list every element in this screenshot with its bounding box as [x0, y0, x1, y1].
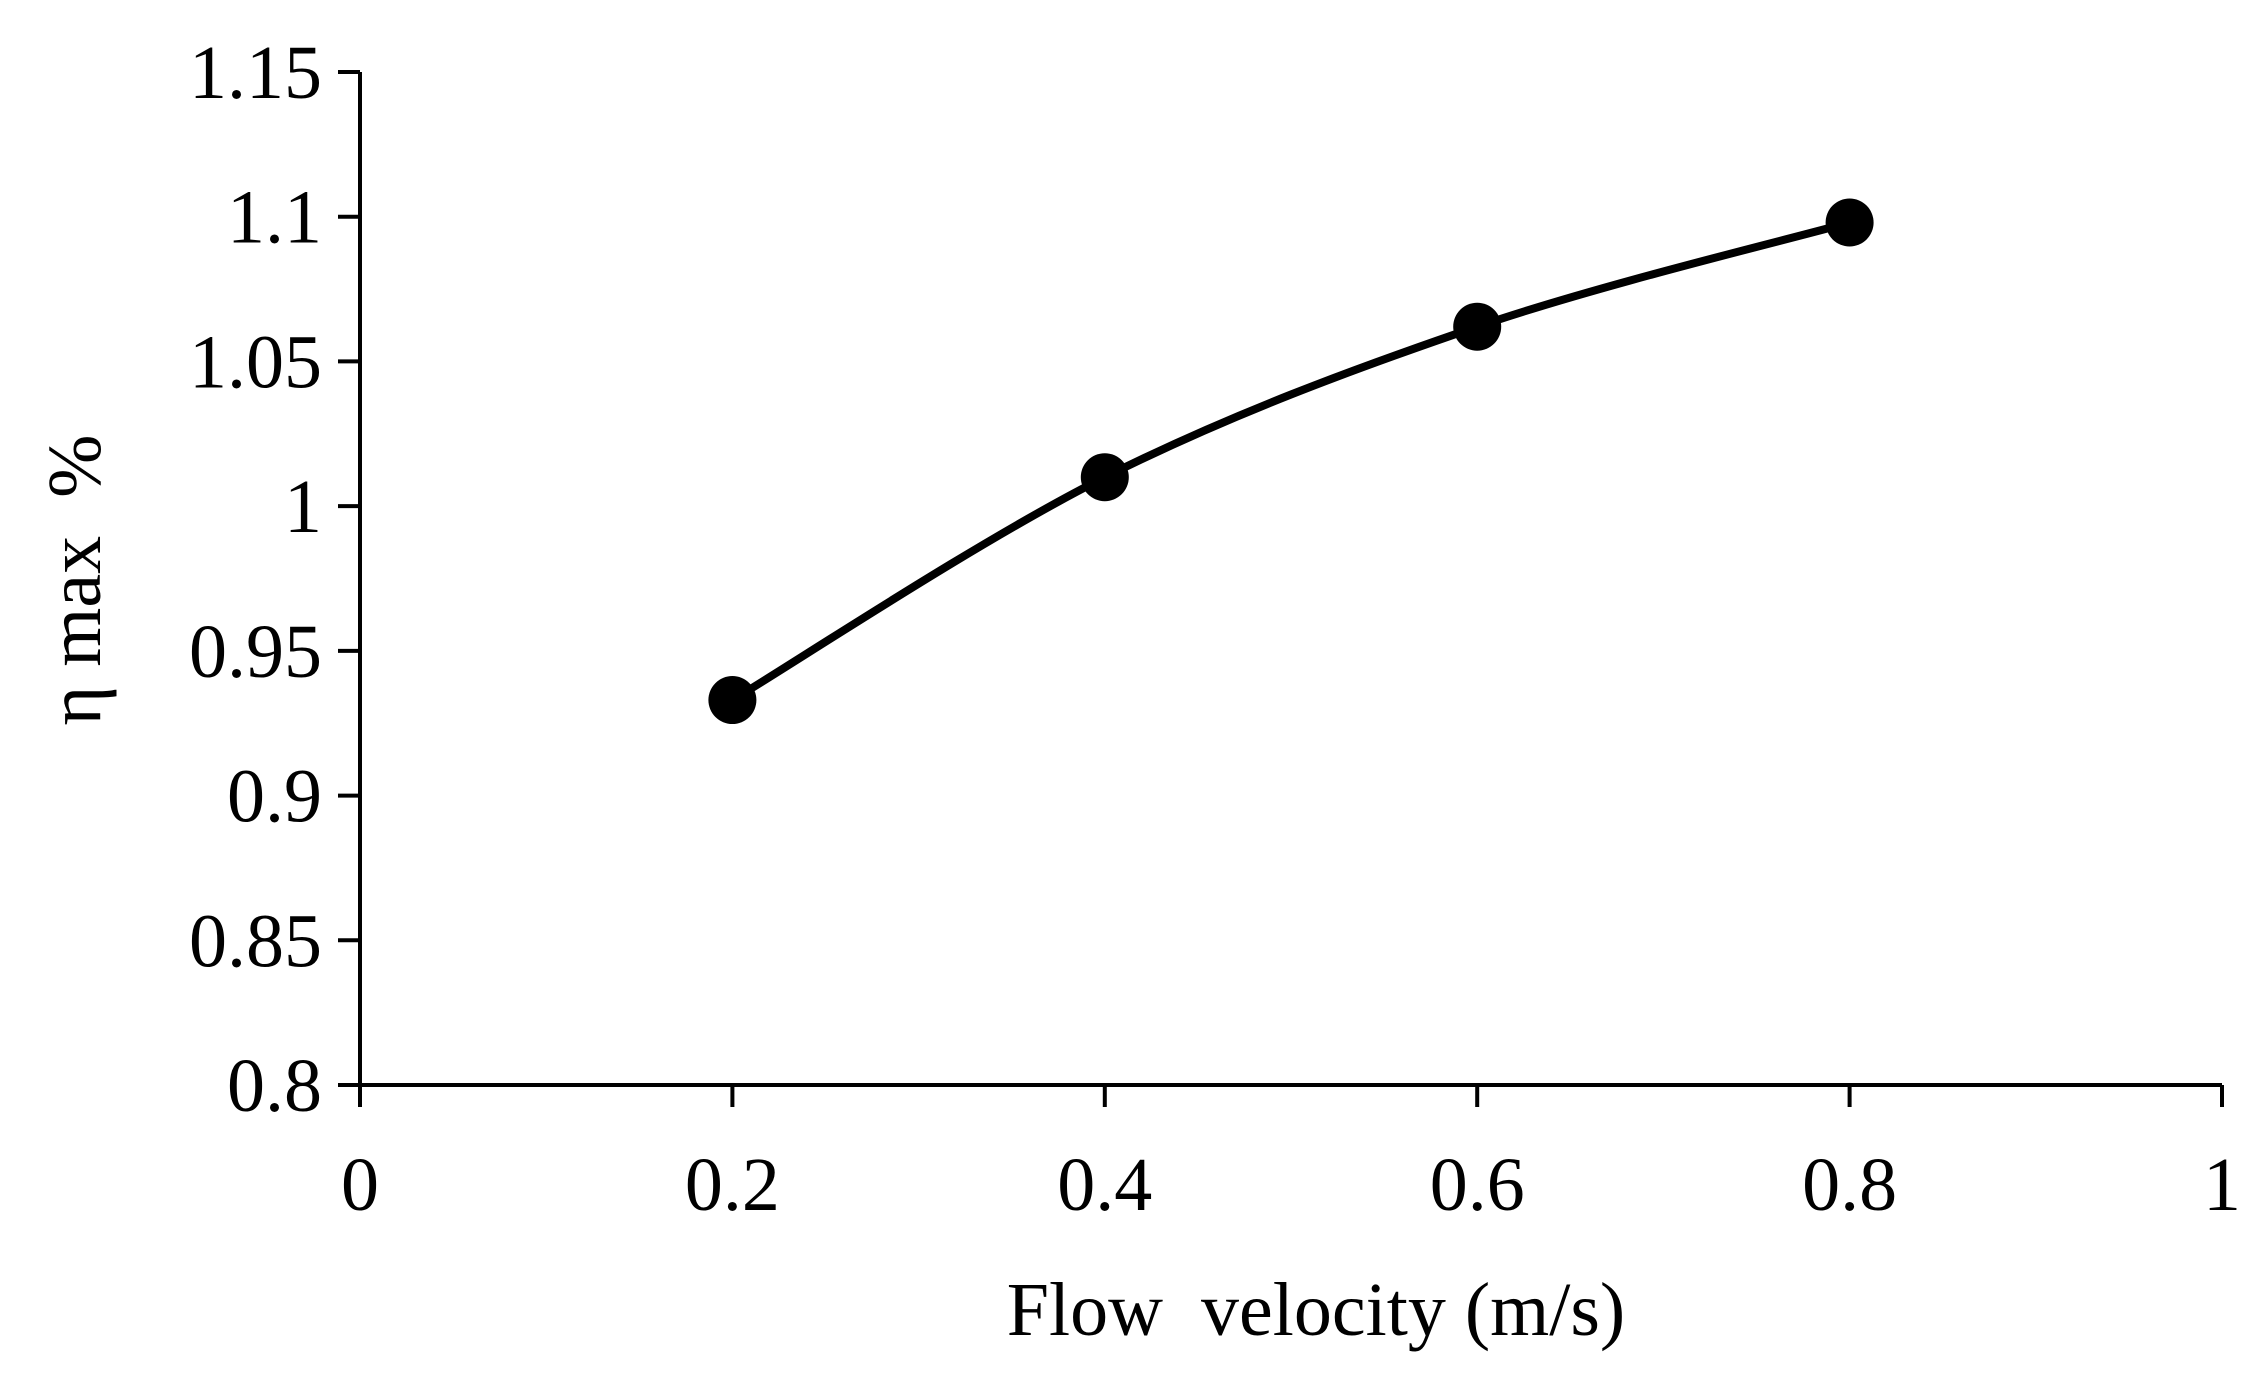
y-tick-label: 1.05	[189, 320, 322, 404]
x-tick-label: 0.6	[1430, 1143, 1525, 1227]
y-tick-label: 1.1	[227, 176, 322, 260]
data-point	[1080, 453, 1129, 502]
y-axis-title: η max %	[33, 435, 117, 726]
x-tick-label: 0.8	[1802, 1143, 1897, 1227]
x-tick-label: 0	[341, 1143, 379, 1227]
series-layer	[708, 198, 1874, 725]
x-tick-label: 0.2	[685, 1143, 780, 1227]
y-tick-label: 0.8	[227, 1044, 322, 1128]
data-point	[1825, 198, 1874, 247]
series-line	[728, 218, 1854, 705]
data-point	[1453, 302, 1502, 351]
axes-layer	[358, 72, 2222, 1087]
x-tick-label: 1	[2203, 1143, 2241, 1227]
x-axis-title: Flow velocity (m/s)	[1007, 1268, 1626, 1352]
labels-layer: Flow velocity (m/s) η max %	[33, 435, 1625, 1352]
ticks-layer: 0.8 0.85 0.9 0.95 1 1.05 1.1 1.15 0 0.2 0.4 0.6 0.8 1	[189, 31, 2241, 1227]
y-tick-label: 1.15	[189, 31, 322, 115]
data-point	[708, 676, 757, 725]
y-tick-label: 0.85	[189, 899, 322, 983]
y-tick-label: 0.95	[189, 610, 322, 694]
x-tick-label: 0.4	[1057, 1143, 1152, 1227]
y-tick-label: 0.9	[227, 755, 322, 839]
y-tick-label: 1	[284, 465, 322, 549]
